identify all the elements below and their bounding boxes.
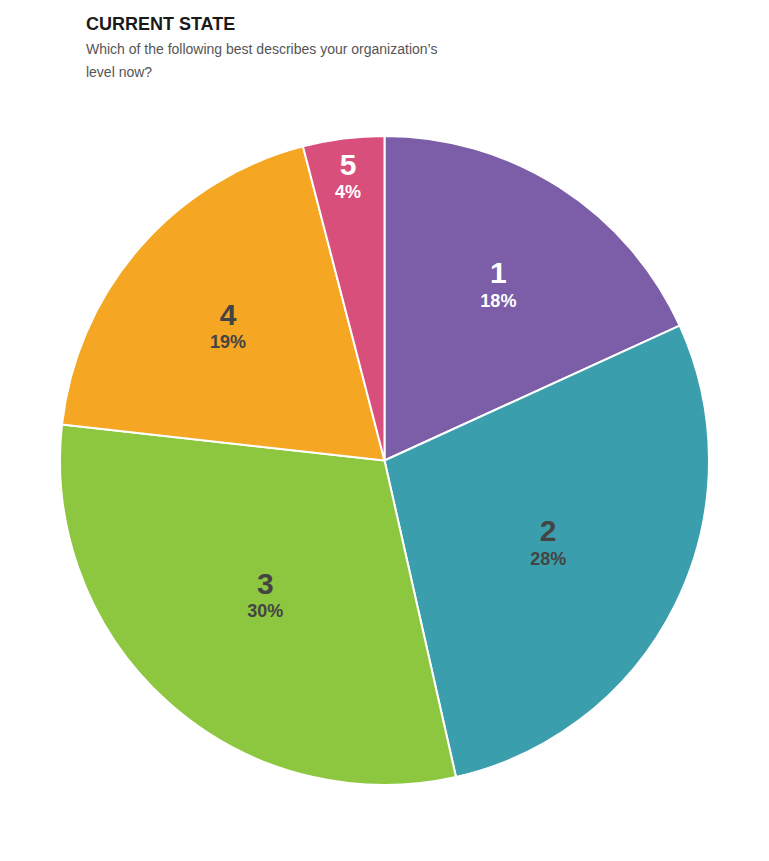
svg-text:228%: 228% [530,514,566,568]
svg-text:CURRENT STATEWhich of the foll: CURRENT STATEWhich of the following best… [86,14,437,80]
svg-text:419%: 419% [210,298,246,352]
svg-text:330%: 330% [247,567,283,621]
svg-text:54%: 54% [335,148,361,202]
svg-text:118%: 118% [480,256,516,310]
